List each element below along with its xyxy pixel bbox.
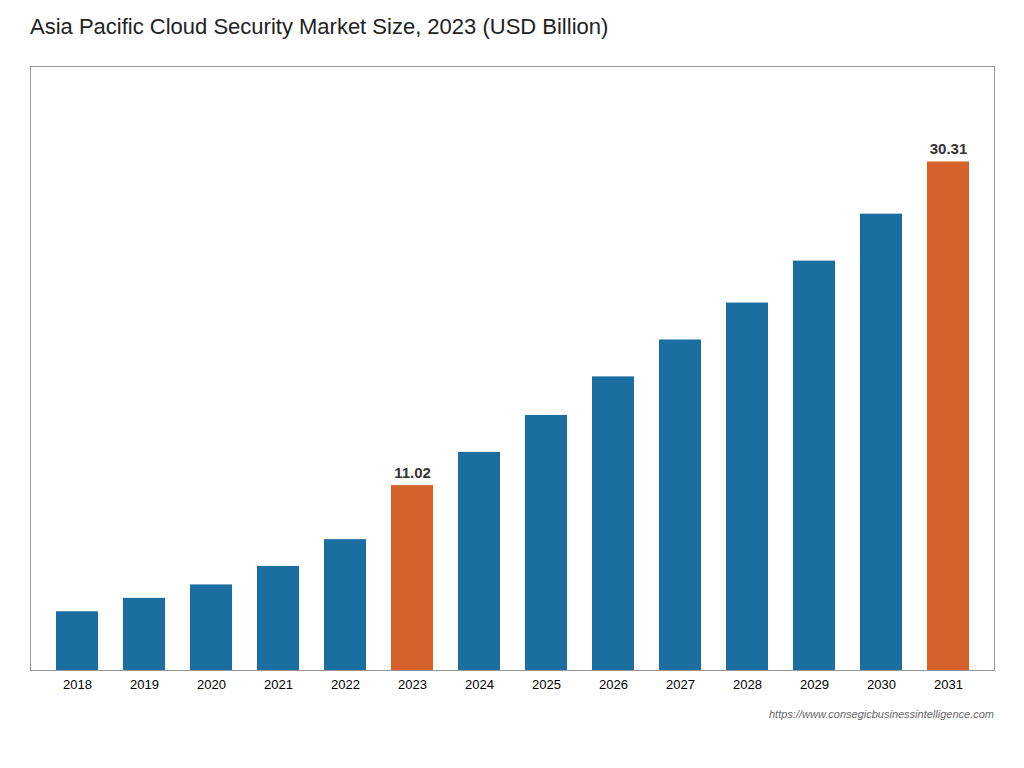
svg-text:2023: 2023 (398, 677, 427, 692)
svg-text:2022: 2022 (331, 677, 360, 692)
svg-text:2029: 2029 (800, 677, 829, 692)
html-text:Asia Pacific Cloud Security Ma: Asia Pacific Cloud Security Market Size,… (30, 14, 609, 39)
svg-text:2028: 2028 (733, 677, 762, 692)
svg-text:2020: 2020 (197, 677, 226, 692)
svg-text:2031: 2031 (934, 677, 963, 692)
svg-text:2025: 2025 (532, 677, 561, 692)
svg-text:2019: 2019 (130, 677, 159, 692)
svg-text:2018: 2018 (63, 677, 92, 692)
svg-text:2030: 2030 (867, 677, 896, 692)
svg-text:2027: 2027 (666, 677, 695, 692)
svg-text:2024: 2024 (465, 677, 494, 692)
svg-text:2026: 2026 (599, 677, 628, 692)
svg-text:30.31: 30.31 (930, 140, 968, 157)
svg-text:11.02: 11.02 (394, 464, 431, 481)
html-text:https://www.consegicbusinessin: https://www.consegicbusinessintelligence… (769, 708, 994, 720)
svg-text:2021: 2021 (264, 677, 293, 692)
